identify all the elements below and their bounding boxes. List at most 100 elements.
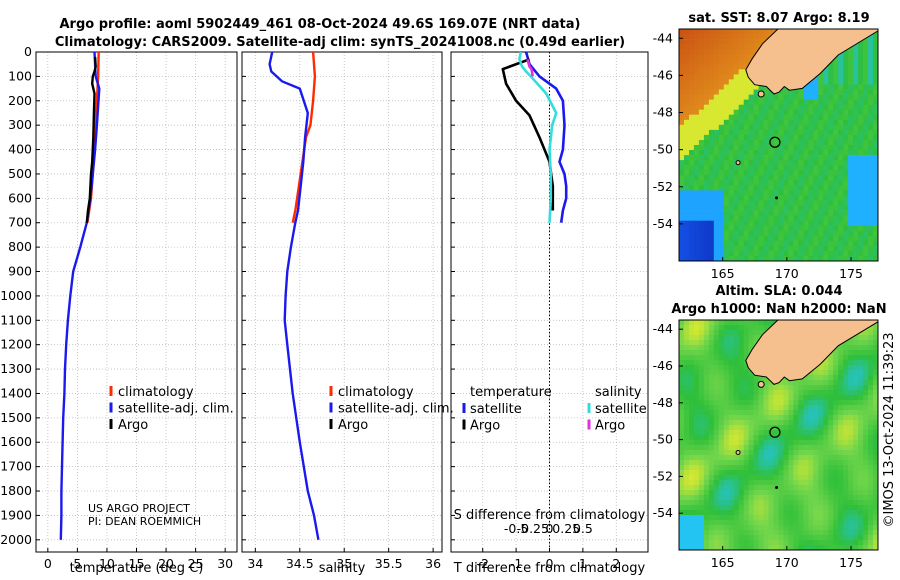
map-cell (818, 465, 824, 471)
map-cell (723, 54, 730, 60)
map-cell (689, 190, 695, 196)
map-cell (793, 114, 799, 121)
map-cell (803, 505, 809, 511)
map-cell (848, 185, 854, 191)
map-cell (838, 119, 844, 126)
map-cell (698, 345, 705, 351)
map-cell (823, 495, 829, 501)
map-cell (813, 94, 819, 100)
map-cell (763, 445, 769, 451)
campbell-island (775, 485, 779, 489)
map-cell (783, 415, 789, 421)
map-cell (698, 185, 705, 191)
map-cell (828, 540, 834, 546)
map-cell (843, 114, 849, 121)
map-cell (783, 89, 789, 95)
map-cell (833, 104, 839, 111)
map-cell (873, 385, 879, 391)
map-cell (693, 330, 700, 336)
map-cell (808, 129, 814, 136)
map-cell (818, 89, 824, 95)
map-cell (703, 109, 710, 116)
map-cell (833, 380, 839, 386)
map-cell (833, 395, 839, 401)
map-cell (698, 29, 705, 35)
map-cell (708, 540, 715, 546)
legend-entry: satellite (595, 402, 647, 417)
map-cell (758, 185, 764, 191)
map-cell (763, 210, 769, 216)
map-cell (748, 540, 754, 546)
map-cell (818, 230, 824, 237)
map-cell (728, 335, 735, 341)
map-cell (863, 225, 869, 232)
map-cell (723, 330, 730, 336)
map-cell (838, 430, 844, 436)
map-cell (689, 460, 695, 466)
map-cell (703, 165, 710, 171)
map-cell (713, 495, 720, 501)
map-cell (733, 545, 740, 551)
map-cell (718, 320, 725, 326)
imos-watermark: ©IMOS 13-Oct-2024 11:39:23 (882, 332, 897, 527)
map-frame (678, 319, 879, 551)
map-cell (813, 370, 819, 376)
map-cell (689, 175, 695, 181)
map-cell (873, 185, 879, 191)
map-cell (863, 245, 869, 252)
map-cell (768, 124, 774, 131)
map-cell (868, 510, 874, 516)
map-cell (743, 475, 750, 481)
map-cell (698, 190, 705, 196)
map-cell (689, 525, 695, 531)
map-cell (783, 245, 789, 252)
map-cell (684, 540, 690, 546)
map-cell (718, 450, 725, 456)
map-cell (873, 505, 879, 511)
map-cell (853, 425, 859, 431)
map-cell (713, 370, 720, 376)
map-cell (748, 380, 754, 386)
map-cell (843, 445, 849, 451)
map-cell (778, 230, 784, 237)
map-cell (803, 256, 809, 262)
map-cell (858, 530, 864, 536)
map-cell (858, 440, 864, 446)
map-cell (758, 545, 764, 551)
map-cell (863, 495, 869, 501)
map-cell (753, 114, 759, 121)
map-cell (803, 185, 809, 191)
map-cell (808, 89, 814, 95)
map-cell (758, 485, 764, 491)
map-cell (843, 355, 849, 361)
map-cell (679, 134, 685, 141)
map-cell (773, 390, 779, 396)
map-cell (858, 385, 864, 391)
map-cell (679, 34, 685, 40)
map-cell (808, 420, 814, 426)
map-cell (858, 195, 864, 201)
map-cell (828, 385, 834, 391)
y-tick-label: 900 (8, 264, 32, 279)
map-cell (833, 530, 839, 536)
map-cell (708, 145, 715, 151)
map-cell (723, 165, 730, 171)
map-cell (803, 440, 809, 446)
map-cell (778, 540, 784, 546)
map-cell (748, 79, 754, 85)
map-cell (738, 510, 745, 516)
map-cell (693, 124, 700, 131)
map-cell (803, 109, 809, 116)
map-cell (753, 124, 759, 131)
map-cell (803, 205, 809, 211)
map-cell (708, 250, 715, 257)
map-cell (853, 220, 859, 227)
map-cell (803, 480, 809, 486)
map-cell (733, 205, 740, 211)
map-cell (798, 420, 804, 426)
map-cell (703, 200, 710, 206)
map-cell (773, 240, 779, 247)
map-cell (703, 545, 710, 551)
map-cell (758, 320, 764, 326)
map-cell (793, 390, 799, 396)
